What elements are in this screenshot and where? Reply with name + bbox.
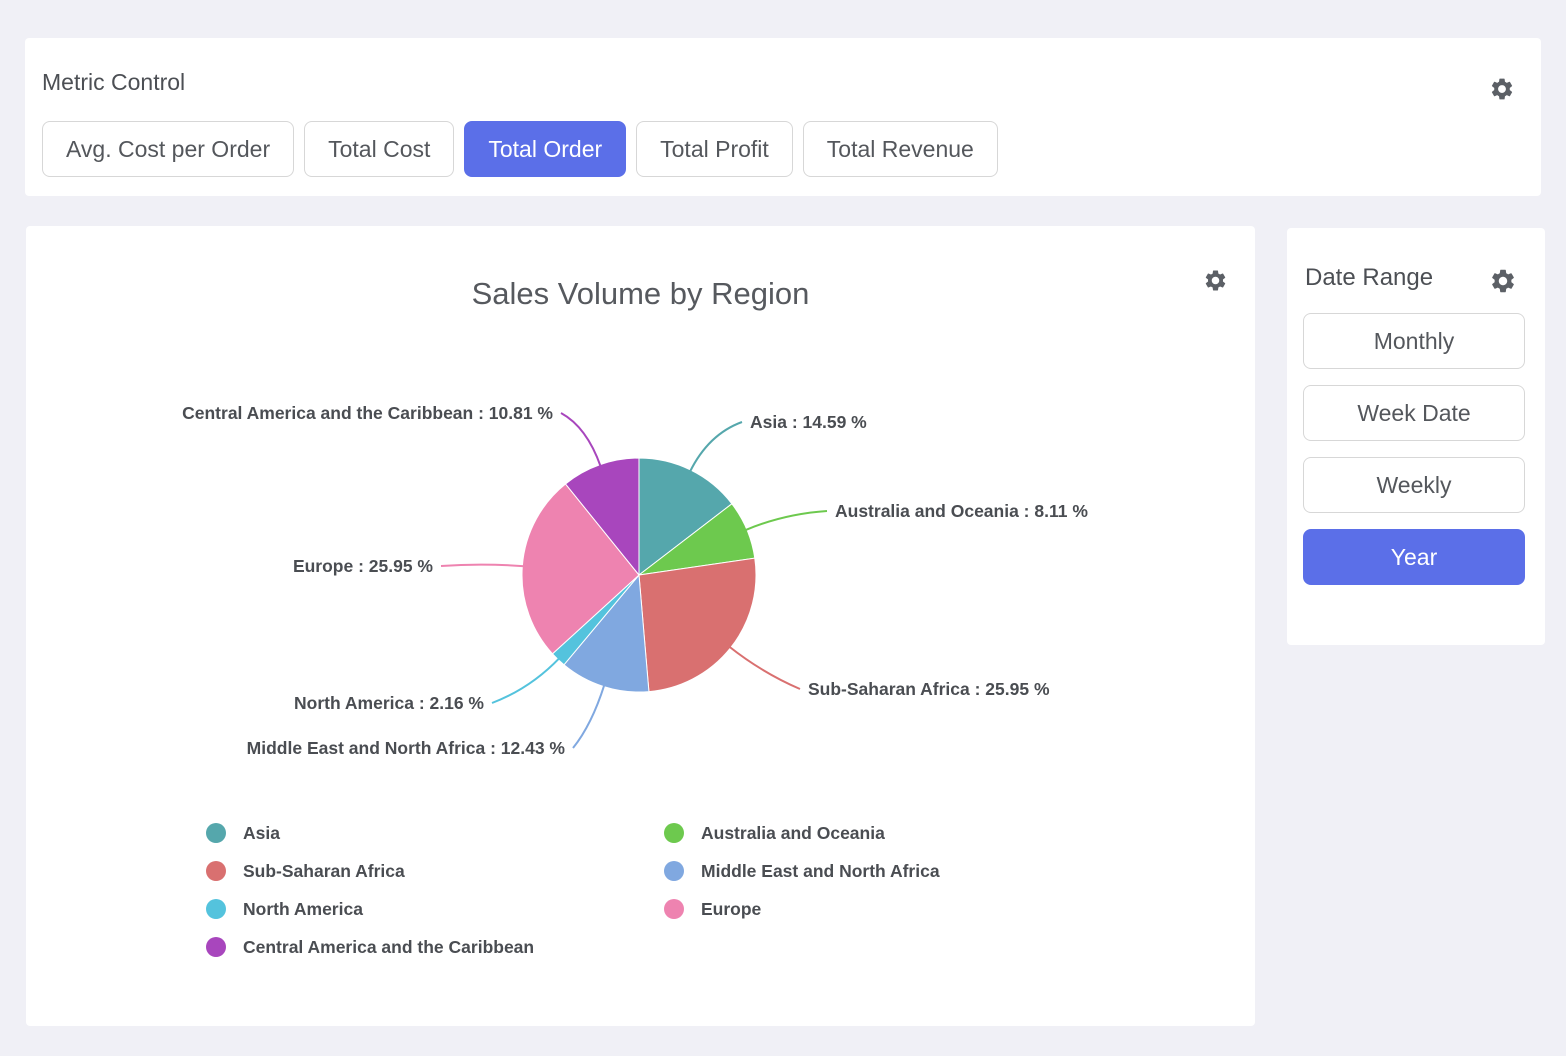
pie-leader-line-sub-saharan-africa	[729, 646, 800, 689]
pie-leader-line-australia-and-oceania	[745, 511, 827, 530]
range-year-button[interactable]: Year	[1303, 529, 1525, 585]
legend-item-asia[interactable]: Asia	[206, 822, 664, 844]
pie-label-central-america-and-the-caribbean: Central America and the Caribbean : 10.8…	[182, 403, 553, 423]
pie-label-middle-east-and-north-africa: Middle East and North Africa : 12.43 %	[247, 738, 566, 758]
metric-total-order-button[interactable]: Total Order	[464, 121, 626, 177]
pie-leader-line-asia	[690, 422, 742, 472]
legend-item-europe[interactable]: Europe	[664, 898, 940, 920]
metric-total-profit-button[interactable]: Total Profit	[636, 121, 793, 177]
chart-legend: Asia Australia and Oceania Sub-Saharan A…	[206, 822, 940, 958]
legend-label: Central America and the Caribbean	[243, 937, 534, 958]
date-range-button-group: Monthly Week Date Weekly Year	[1303, 313, 1525, 585]
date-range-settings-gear-icon[interactable]	[1489, 267, 1517, 295]
legend-item-australia-and-oceania[interactable]: Australia and Oceania	[664, 822, 940, 844]
legend-item-central-america-and-the-caribbean[interactable]: Central America and the Caribbean	[206, 936, 664, 958]
range-week-date-button[interactable]: Week Date	[1303, 385, 1525, 441]
pie-leader-line-central-america-and-the-caribbean	[561, 413, 601, 467]
metric-control-panel: Metric Control Avg. Cost per OrderTotal …	[25, 38, 1541, 196]
legend-dot-icon	[206, 861, 226, 881]
range-monthly-button[interactable]: Monthly	[1303, 313, 1525, 369]
legend-label: Sub-Saharan Africa	[243, 861, 405, 882]
metric-total-revenue-button[interactable]: Total Revenue	[803, 121, 998, 177]
metric-avg-cost-per-order-button[interactable]: Avg. Cost per Order	[42, 121, 294, 177]
pie-label-sub-saharan-africa: Sub-Saharan Africa : 25.95 %	[808, 679, 1050, 699]
date-range-panel: Date Range Monthly Week Date Weekly Year	[1287, 228, 1545, 645]
legend-dot-icon	[664, 861, 684, 881]
pie-label-australia-and-oceania: Australia and Oceania : 8.11 %	[835, 501, 1088, 521]
pie-label-asia: Asia : 14.59 %	[750, 412, 867, 432]
metric-control-title: Metric Control	[42, 69, 185, 96]
legend-item-middle-east-and-north-africa[interactable]: Middle East and North Africa	[664, 860, 940, 882]
metric-settings-gear-icon[interactable]	[1489, 76, 1515, 102]
legend-dot-icon	[206, 899, 226, 919]
pie-leader-line-europe	[441, 565, 524, 567]
sales-chart-panel: Sales Volume by Region Asia : 14.59 %Aus…	[26, 226, 1255, 1026]
date-range-title: Date Range	[1305, 264, 1433, 292]
metric-button-group: Avg. Cost per OrderTotal CostTotal Order…	[42, 121, 998, 177]
legend-label: Middle East and North Africa	[701, 861, 940, 882]
metric-total-cost-button[interactable]: Total Cost	[304, 121, 454, 177]
legend-label: North America	[243, 899, 363, 920]
legend-dot-icon	[206, 823, 226, 843]
legend-label: Europe	[701, 899, 761, 920]
range-weekly-button[interactable]: Weekly	[1303, 457, 1525, 513]
legend-label: Asia	[243, 823, 280, 844]
pie-label-north-america: North America : 2.16 %	[294, 693, 484, 713]
pie-leader-line-north-america	[492, 658, 559, 703]
legend-label: Australia and Oceania	[701, 823, 885, 844]
legend-dot-icon	[206, 937, 226, 957]
legend-dot-icon	[664, 899, 684, 919]
pie-leader-line-middle-east-and-north-africa	[573, 685, 604, 748]
legend-dot-icon	[664, 823, 684, 843]
legend-item-sub-saharan-africa[interactable]: Sub-Saharan Africa	[206, 860, 664, 882]
pie-label-europe: Europe : 25.95 %	[293, 556, 433, 576]
legend-item-north-america[interactable]: North America	[206, 898, 664, 920]
pie-slice-sub-saharan-africa[interactable]	[639, 558, 756, 691]
